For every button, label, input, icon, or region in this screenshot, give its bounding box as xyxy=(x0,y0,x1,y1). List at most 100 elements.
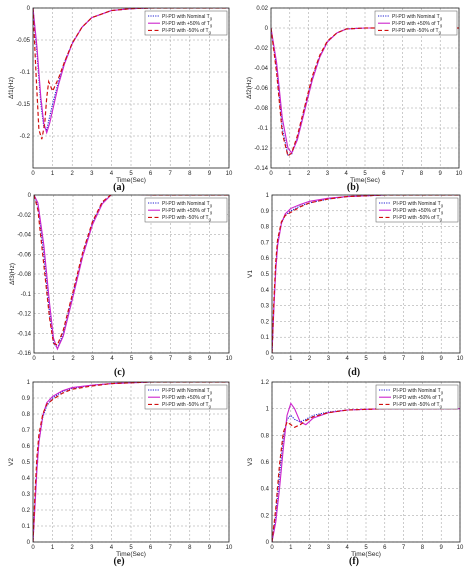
x-tick-label: 9 xyxy=(208,545,212,551)
x-tick-label: 8 xyxy=(421,545,425,551)
panel-caption: (d) xyxy=(348,367,360,378)
panel-caption: (f) xyxy=(349,556,359,567)
chart-panel-2: 0 1 2 3 4 5 6 7 8 9 10 0.02 0 -0.02 -0.04 -0.06 -0.08 -0.… xyxy=(246,6,463,193)
y-tick-label: 0.2 xyxy=(261,513,270,519)
x-tick-label: 5 xyxy=(363,171,367,177)
series-line-2 xyxy=(34,195,229,351)
y-axis-label: V3 xyxy=(247,458,254,466)
y-tick-label: -0.14 xyxy=(254,166,268,172)
x-tick-label: 4 xyxy=(346,545,350,551)
chart-panel-5: 0 1 2 3 4 5 6 7 8 9 10 1 0.9 0.8 0.7 0.6 0.5 0.4 0.3 0.2 0.1… xyxy=(8,380,233,567)
legend-label: PI-PD with +50% of Tg xyxy=(392,21,442,28)
legend-label: PI-PD with -50% of Tg xyxy=(162,402,211,409)
x-tick-label: 1 xyxy=(288,171,292,177)
x-tick-label: 8 xyxy=(188,545,192,551)
chart-panel-6: 0 1 2 3 4 5 6 7 8 9 10 1.2 1 0.8 0.6 0.4 0.2 0 PI-PD with … xyxy=(247,380,464,567)
x-tick-label: 6 xyxy=(149,545,153,551)
x-tick-label: 1 xyxy=(51,545,55,551)
y-tick-label: 0 xyxy=(27,6,31,12)
y-tick-label: -0.02 xyxy=(254,46,268,52)
y-tick-label: 0 xyxy=(27,540,31,546)
x-tick-label: 5 xyxy=(364,356,368,362)
y-tick-label: 0.4 xyxy=(261,288,270,294)
x-tick-label: 7 xyxy=(169,545,173,551)
series-line-3 xyxy=(33,382,229,542)
y-tick-label: -0.12 xyxy=(254,146,268,152)
x-axis-label: Time(Sec) xyxy=(116,551,146,558)
series-line-3 xyxy=(34,195,229,346)
y-tick-label: 0.8 xyxy=(22,412,31,418)
y-tick-label: -0.06 xyxy=(17,252,31,258)
y-tick-label: 0 xyxy=(266,540,270,546)
x-axis-label: Time(Sec) xyxy=(116,177,146,184)
y-tick-label: -0.08 xyxy=(254,106,268,112)
legend-label: PI-PD with Nominal Tg xyxy=(162,201,212,208)
y-tick-label: -0.05 xyxy=(16,38,30,44)
x-tick-label: 4 xyxy=(110,171,114,177)
legend-label: PI-PD with Nominal Tg xyxy=(162,14,212,21)
axes-frame xyxy=(32,7,230,169)
x-tick-label: 9 xyxy=(440,545,444,551)
y-tick-label: 0.7 xyxy=(261,240,270,246)
y-tick-label: 0.6 xyxy=(261,256,270,262)
y-tick-label: -0.06 xyxy=(254,86,268,92)
legend-label: PI-PD with Nominal Tg xyxy=(392,14,442,21)
y-axis-label: Δf3(Hz) xyxy=(9,263,16,285)
y-tick-label: 0.5 xyxy=(261,272,270,278)
x-tick-label: 5 xyxy=(130,356,134,362)
legend-label: PI-PD with -50% of Tg xyxy=(393,402,442,409)
panel-caption: (a) xyxy=(113,182,125,193)
y-tick-label: 0 xyxy=(28,193,32,199)
x-tick-label: 2 xyxy=(308,545,312,551)
y-tick-label: 0.02 xyxy=(256,6,268,12)
x-tick-label: 0 xyxy=(32,356,36,362)
x-tick-label: 9 xyxy=(208,171,212,177)
y-tick-label: 0.4 xyxy=(261,487,270,493)
x-tick-label: 4 xyxy=(110,545,114,551)
y-tick-label: -0.16 xyxy=(17,351,31,357)
axes-frame xyxy=(33,194,230,354)
x-tick-label: 2 xyxy=(71,545,75,551)
y-tick-label: 1 xyxy=(27,380,31,386)
x-tick-label: 2 xyxy=(307,171,311,177)
x-tick-label: 4 xyxy=(110,356,114,362)
axes-frame xyxy=(271,381,461,543)
x-tick-label: 1 xyxy=(52,356,56,362)
x-tick-label: 0 xyxy=(269,171,273,177)
x-tick-label: 7 xyxy=(401,171,405,177)
legend-label: PI-PD with +50% of Tg xyxy=(162,395,212,402)
x-tick-label: 10 xyxy=(457,545,464,551)
y-tick-label: 1 xyxy=(266,407,270,413)
y-tick-label: 1.2 xyxy=(261,380,270,386)
x-axis-label: Time(Sec) xyxy=(351,551,381,558)
y-tick-label: 0 xyxy=(265,26,269,32)
y-tick-label: 0.2 xyxy=(22,508,31,514)
y-tick-label: 0.3 xyxy=(22,492,31,498)
y-tick-label: -0.14 xyxy=(17,331,31,337)
legend-label: PI-PD with -50% of Tg xyxy=(162,28,211,35)
legend-label: PI-PD with +50% of Tg xyxy=(162,21,212,28)
y-tick-label: -0.02 xyxy=(17,213,31,219)
x-tick-label: 6 xyxy=(149,171,153,177)
series-line-3 xyxy=(272,195,460,353)
x-tick-label: 1 xyxy=(289,356,293,362)
y-tick-label: -0.12 xyxy=(17,312,31,318)
x-tick-label: 6 xyxy=(149,356,153,362)
x-tick-label: 3 xyxy=(90,171,94,177)
legend-label: PI-PD with +50% of Tg xyxy=(393,395,443,402)
x-tick-label: 0 xyxy=(31,545,35,551)
y-tick-label: -0.04 xyxy=(17,233,31,239)
x-tick-label: 7 xyxy=(169,171,173,177)
y-tick-label: -0.08 xyxy=(17,272,31,278)
x-tick-label: 0 xyxy=(270,545,274,551)
x-tick-label: 2 xyxy=(71,356,75,362)
x-tick-label: 6 xyxy=(383,545,387,551)
x-axis-label: Time(Sec) xyxy=(350,177,380,184)
y-tick-label: -0.1 xyxy=(21,292,32,298)
y-tick-label: 0.3 xyxy=(261,304,270,310)
